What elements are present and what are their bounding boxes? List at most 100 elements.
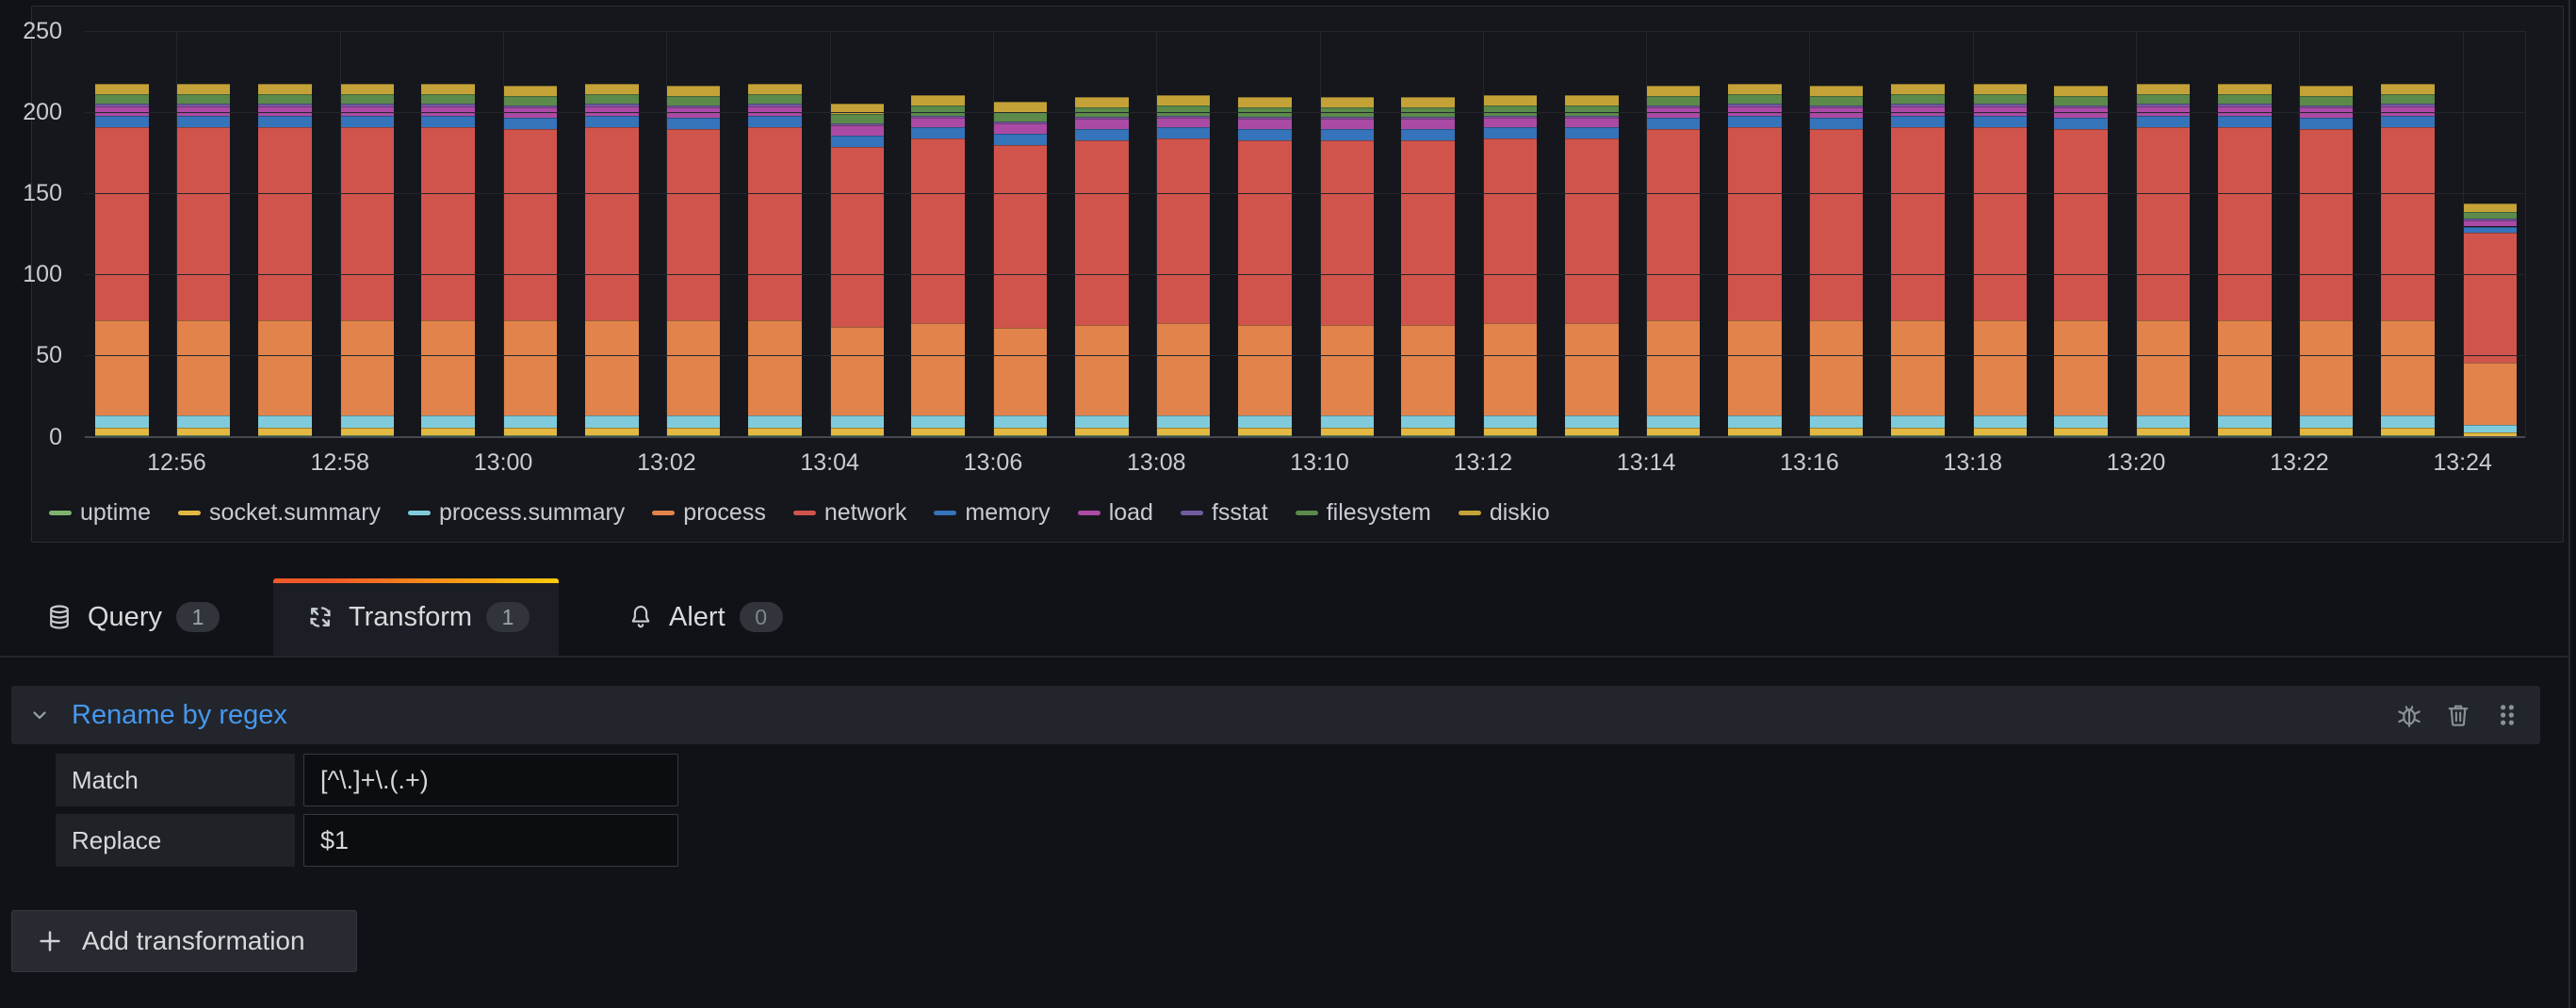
- bar-segment-process[interactable]: [1156, 323, 1211, 416]
- bar-segment-diskio[interactable]: [1809, 85, 1864, 96]
- bar-segment-process[interactable]: [421, 319, 476, 416]
- bar-segment-fsstat[interactable]: [1401, 117, 1456, 120]
- bar-segment-fsstat[interactable]: [176, 104, 231, 106]
- bar-segment-process.summary[interactable]: [1482, 415, 1537, 428]
- bar-segment-memory[interactable]: [1972, 115, 2027, 127]
- bar-segment-diskio[interactable]: [1564, 95, 1619, 106]
- bar-segment-process[interactable]: [176, 319, 231, 416]
- bar-segment-fsstat[interactable]: [666, 106, 721, 108]
- bar-segment-process.summary[interactable]: [1564, 415, 1619, 428]
- bar-segment-memory[interactable]: [503, 117, 558, 129]
- bar-segment-filesystem[interactable]: [1237, 106, 1292, 118]
- bar-segment-socket.summary[interactable]: [1646, 427, 1701, 436]
- bar-segment-process.summary[interactable]: [1156, 415, 1211, 428]
- bar-segment-fsstat[interactable]: [2054, 106, 2109, 108]
- bar-segment-socket.summary[interactable]: [666, 427, 721, 436]
- bar-segment-process[interactable]: [2462, 363, 2517, 425]
- bar-segment-network[interactable]: [1646, 128, 1701, 320]
- bar-segment-network[interactable]: [1319, 139, 1374, 325]
- bar-segment-filesystem[interactable]: [2299, 95, 2354, 106]
- bar-segment-filesystem[interactable]: [748, 94, 802, 105]
- bar-segment-socket.summary[interactable]: [258, 427, 313, 436]
- legend-item-fsstat[interactable]: fsstat: [1180, 499, 1268, 527]
- bar-segment-network[interactable]: [1074, 139, 1129, 325]
- bar-segment-memory[interactable]: [2217, 115, 2272, 127]
- bar-segment-process.summary[interactable]: [1727, 415, 1782, 428]
- bar-segment-socket.summary[interactable]: [1809, 427, 1864, 436]
- bar-segment-load[interactable]: [911, 117, 966, 127]
- bar-segment-diskio[interactable]: [339, 83, 394, 95]
- bar-segment-network[interactable]: [666, 128, 721, 320]
- bar-segment-filesystem[interactable]: [2054, 95, 2109, 106]
- bar-segment-memory[interactable]: [1809, 117, 1864, 129]
- bar-segment-socket.summary[interactable]: [1074, 427, 1129, 436]
- bar-segment-network[interactable]: [829, 146, 884, 327]
- bar-segment-process[interactable]: [1319, 325, 1374, 416]
- bar-segment-fsstat[interactable]: [748, 104, 802, 106]
- bar-segment-process.summary[interactable]: [258, 415, 313, 428]
- bar-segment-load[interactable]: [2136, 106, 2191, 116]
- bar-segment-network[interactable]: [1727, 126, 1782, 320]
- bar-segment-process.summary[interactable]: [2054, 415, 2109, 428]
- bar-segment-load[interactable]: [584, 106, 639, 116]
- bar-segment-network[interactable]: [1401, 139, 1456, 325]
- bar-segment-network[interactable]: [94, 126, 149, 320]
- bar-segment-socket.summary[interactable]: [1727, 427, 1782, 436]
- bar-segment-process[interactable]: [1646, 319, 1701, 416]
- bar-segment-process[interactable]: [1237, 325, 1292, 416]
- bar-segment-diskio[interactable]: [2299, 85, 2354, 96]
- bar-segment-network[interactable]: [1809, 128, 1864, 320]
- bar-segment-network[interactable]: [1972, 126, 2027, 320]
- bar-segment-filesystem[interactable]: [1401, 106, 1456, 118]
- bar-segment-filesystem[interactable]: [1891, 94, 1946, 105]
- bar-segment-load[interactable]: [1727, 106, 1782, 116]
- bar-segment-fsstat[interactable]: [1646, 106, 1701, 108]
- bar-segment-process.summary[interactable]: [666, 415, 721, 428]
- bar-segment-load[interactable]: [992, 123, 1047, 134]
- bar-segment-socket.summary[interactable]: [2381, 427, 2435, 436]
- bar-segment-socket.summary[interactable]: [1237, 427, 1292, 436]
- bar-segment-process.summary[interactable]: [1074, 415, 1129, 428]
- bar-segment-network[interactable]: [911, 138, 966, 324]
- legend-item-socket.summary[interactable]: socket.summary: [178, 499, 381, 527]
- bar-segment-filesystem[interactable]: [2136, 94, 2191, 105]
- bar-segment-fsstat[interactable]: [1482, 115, 1537, 118]
- bar-segment-diskio[interactable]: [176, 83, 231, 95]
- bar-segment-process[interactable]: [911, 323, 966, 416]
- bar-segment-diskio[interactable]: [1156, 95, 1211, 106]
- bar-segment-load[interactable]: [421, 106, 476, 116]
- bar-segment-diskio[interactable]: [829, 103, 884, 114]
- bar-segment-fsstat[interactable]: [1564, 115, 1619, 118]
- bar-segment-diskio[interactable]: [258, 83, 313, 95]
- bar-segment-diskio[interactable]: [1727, 83, 1782, 95]
- bar-segment-network[interactable]: [2381, 126, 2435, 320]
- bar-segment-load[interactable]: [339, 106, 394, 116]
- bar-segment-process.summary[interactable]: [992, 415, 1047, 428]
- bar-segment-socket.summary[interactable]: [1319, 427, 1374, 436]
- bar-segment-process[interactable]: [748, 319, 802, 416]
- bar-segment-process.summary[interactable]: [1237, 415, 1292, 428]
- bar-segment-socket.summary[interactable]: [503, 427, 558, 436]
- debug-icon[interactable]: [2395, 701, 2423, 729]
- bar-segment-process.summary[interactable]: [2299, 415, 2354, 428]
- bar-segment-diskio[interactable]: [503, 85, 558, 96]
- bar-segment-diskio[interactable]: [584, 83, 639, 95]
- legend-item-filesystem[interactable]: filesystem: [1295, 499, 1431, 527]
- bar-segment-memory[interactable]: [829, 135, 884, 147]
- bar-segment-network[interactable]: [503, 128, 558, 320]
- bar-segment-fsstat[interactable]: [258, 104, 313, 106]
- bar-segment-socket.summary[interactable]: [2054, 427, 2109, 436]
- bar-segment-filesystem[interactable]: [258, 94, 313, 105]
- drag-handle-icon[interactable]: [2493, 701, 2521, 729]
- bar-segment-process[interactable]: [94, 319, 149, 416]
- bar-segment-filesystem[interactable]: [1809, 95, 1864, 106]
- bar-segment-process[interactable]: [1074, 325, 1129, 416]
- bar-segment-network[interactable]: [258, 126, 313, 320]
- bar-segment-network[interactable]: [2299, 128, 2354, 320]
- bar-segment-filesystem[interactable]: [1727, 94, 1782, 105]
- bar-segment-socket.summary[interactable]: [176, 427, 231, 436]
- bar-segment-filesystem[interactable]: [1482, 106, 1537, 116]
- bar-segment-socket.summary[interactable]: [748, 427, 802, 436]
- bar-segment-process.summary[interactable]: [503, 415, 558, 428]
- bar-segment-diskio[interactable]: [2054, 85, 2109, 96]
